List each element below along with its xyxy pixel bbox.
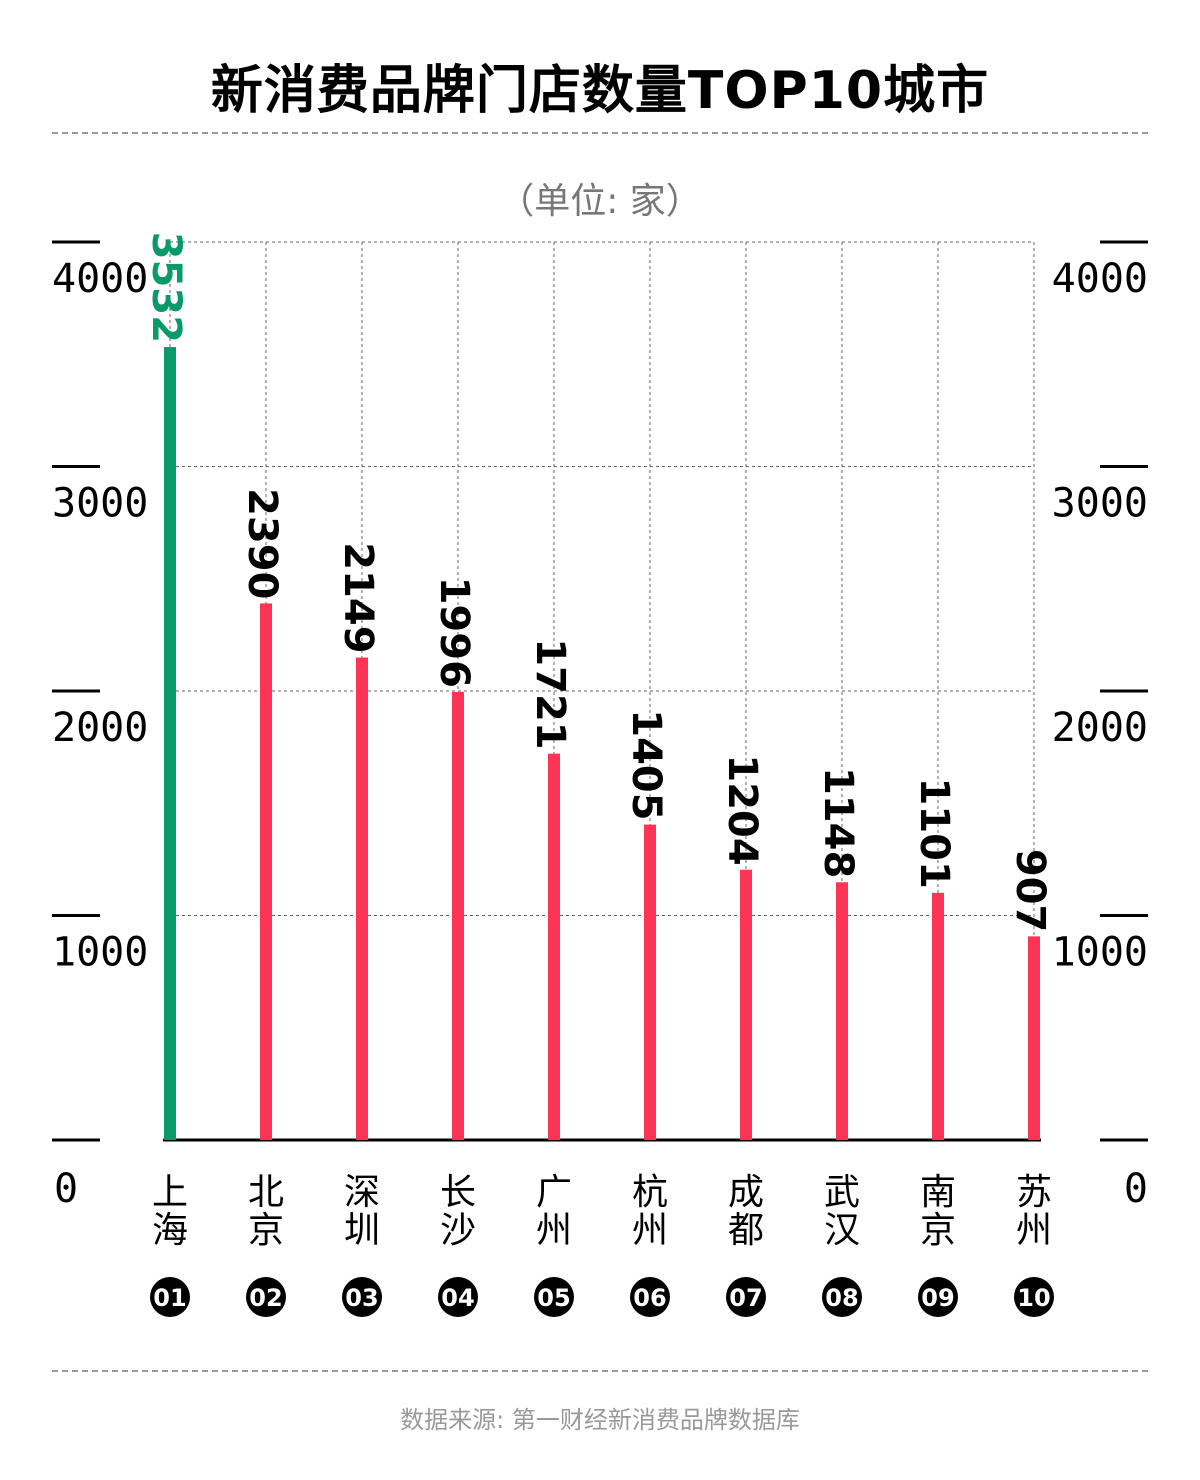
value-label-成都: 1204 <box>719 754 765 865</box>
value-label-苏州: 907 <box>1007 849 1053 933</box>
left-tick-label-0: 0 <box>54 1166 78 1212</box>
rank-label-01: 01 <box>153 1284 186 1312</box>
bar-广州 <box>548 753 560 1140</box>
category-label-广州-1: 广 <box>536 1172 572 1213</box>
bar-成都 <box>740 869 752 1140</box>
category-label-长沙-2: 沙 <box>440 1210 476 1251</box>
category-label-上海-1: 上 <box>152 1172 188 1213</box>
value-label-上海: 3532 <box>143 232 189 343</box>
category-label-成都-2: 都 <box>728 1210 764 1251</box>
rank-badge-05 <box>534 1277 574 1317</box>
category-label-上海-2: 海 <box>152 1210 188 1251</box>
left-tick-label-1000: 1000 <box>52 930 148 976</box>
rank-badge-06 <box>630 1277 670 1317</box>
right-tick-label-0: 0 <box>1124 1166 1148 1212</box>
value-label-长沙: 1996 <box>431 577 477 688</box>
bar-深圳 <box>356 657 368 1140</box>
bar-长沙 <box>452 691 464 1140</box>
rank-label-10: 10 <box>1017 1284 1050 1312</box>
bar-杭州 <box>644 824 656 1140</box>
category-label-北京-2: 京 <box>248 1210 284 1251</box>
right-tick-label-2000: 2000 <box>1052 705 1148 751</box>
rank-badge-09 <box>918 1277 958 1317</box>
rank-label-06: 06 <box>633 1284 666 1312</box>
unit-label: （单位: 家） <box>498 181 702 222</box>
rank-label-05: 05 <box>537 1284 570 1312</box>
category-label-北京-1: 北 <box>248 1172 284 1213</box>
rank-badge-07 <box>726 1277 766 1317</box>
value-label-广州: 1721 <box>527 638 573 749</box>
bar-南京 <box>932 892 944 1140</box>
bottom-divider <box>52 1370 1148 1372</box>
category-label-长沙-1: 长 <box>440 1172 476 1213</box>
category-label-杭州-1: 杭 <box>632 1172 668 1213</box>
left-tick-label-4000: 4000 <box>52 256 148 302</box>
bar-北京 <box>260 603 272 1140</box>
left-tick-label-2000: 2000 <box>52 705 148 751</box>
rank-label-02: 02 <box>249 1284 282 1312</box>
rank-badge-02 <box>246 1277 286 1317</box>
category-label-深圳-1: 深 <box>344 1172 380 1213</box>
rank-badge-10 <box>1014 1277 1054 1317</box>
category-label-南京-1: 南 <box>920 1172 956 1213</box>
category-label-深圳-2: 圳 <box>344 1210 380 1251</box>
data-source: 数据来源: 第一财经新消费品牌数据库 <box>400 1406 800 1434</box>
category-label-成都-1: 成 <box>728 1172 764 1213</box>
rank-badge-04 <box>438 1277 478 1317</box>
bar-上海 <box>164 347 176 1140</box>
rank-label-07: 07 <box>729 1284 762 1312</box>
value-label-武汉: 1148 <box>815 767 861 878</box>
value-label-深圳: 2149 <box>335 542 381 653</box>
left-tick-label-3000: 3000 <box>52 481 148 527</box>
category-label-苏州-1: 苏 <box>1016 1172 1052 1213</box>
value-label-北京: 2390 <box>239 488 285 599</box>
category-label-武汉-1: 武 <box>824 1172 860 1213</box>
bar-苏州 <box>1028 936 1040 1140</box>
rank-badge-08 <box>822 1277 862 1317</box>
category-label-杭州-2: 州 <box>632 1210 668 1251</box>
category-label-武汉-2: 汉 <box>824 1210 860 1251</box>
rank-label-08: 08 <box>825 1284 858 1312</box>
rank-label-04: 04 <box>441 1284 474 1312</box>
bar-武汉 <box>836 882 848 1140</box>
right-tick-label-3000: 3000 <box>1052 481 1148 527</box>
rank-label-09: 09 <box>921 1284 954 1312</box>
category-label-苏州-2: 州 <box>1016 1210 1052 1251</box>
value-label-杭州: 1405 <box>623 709 669 820</box>
right-tick-label-4000: 4000 <box>1052 256 1148 302</box>
chart-title: 新消费品牌门店数量TOP10城市 <box>210 61 990 121</box>
category-label-南京-2: 京 <box>920 1210 956 1251</box>
category-label-广州-2: 州 <box>536 1210 572 1251</box>
rank-badge-01 <box>150 1277 190 1317</box>
rank-badge-03 <box>342 1277 382 1317</box>
top-divider <box>52 132 1148 134</box>
value-label-南京: 1101 <box>911 777 957 888</box>
right-tick-label-1000: 1000 <box>1052 930 1148 976</box>
rank-label-03: 03 <box>345 1284 378 1312</box>
